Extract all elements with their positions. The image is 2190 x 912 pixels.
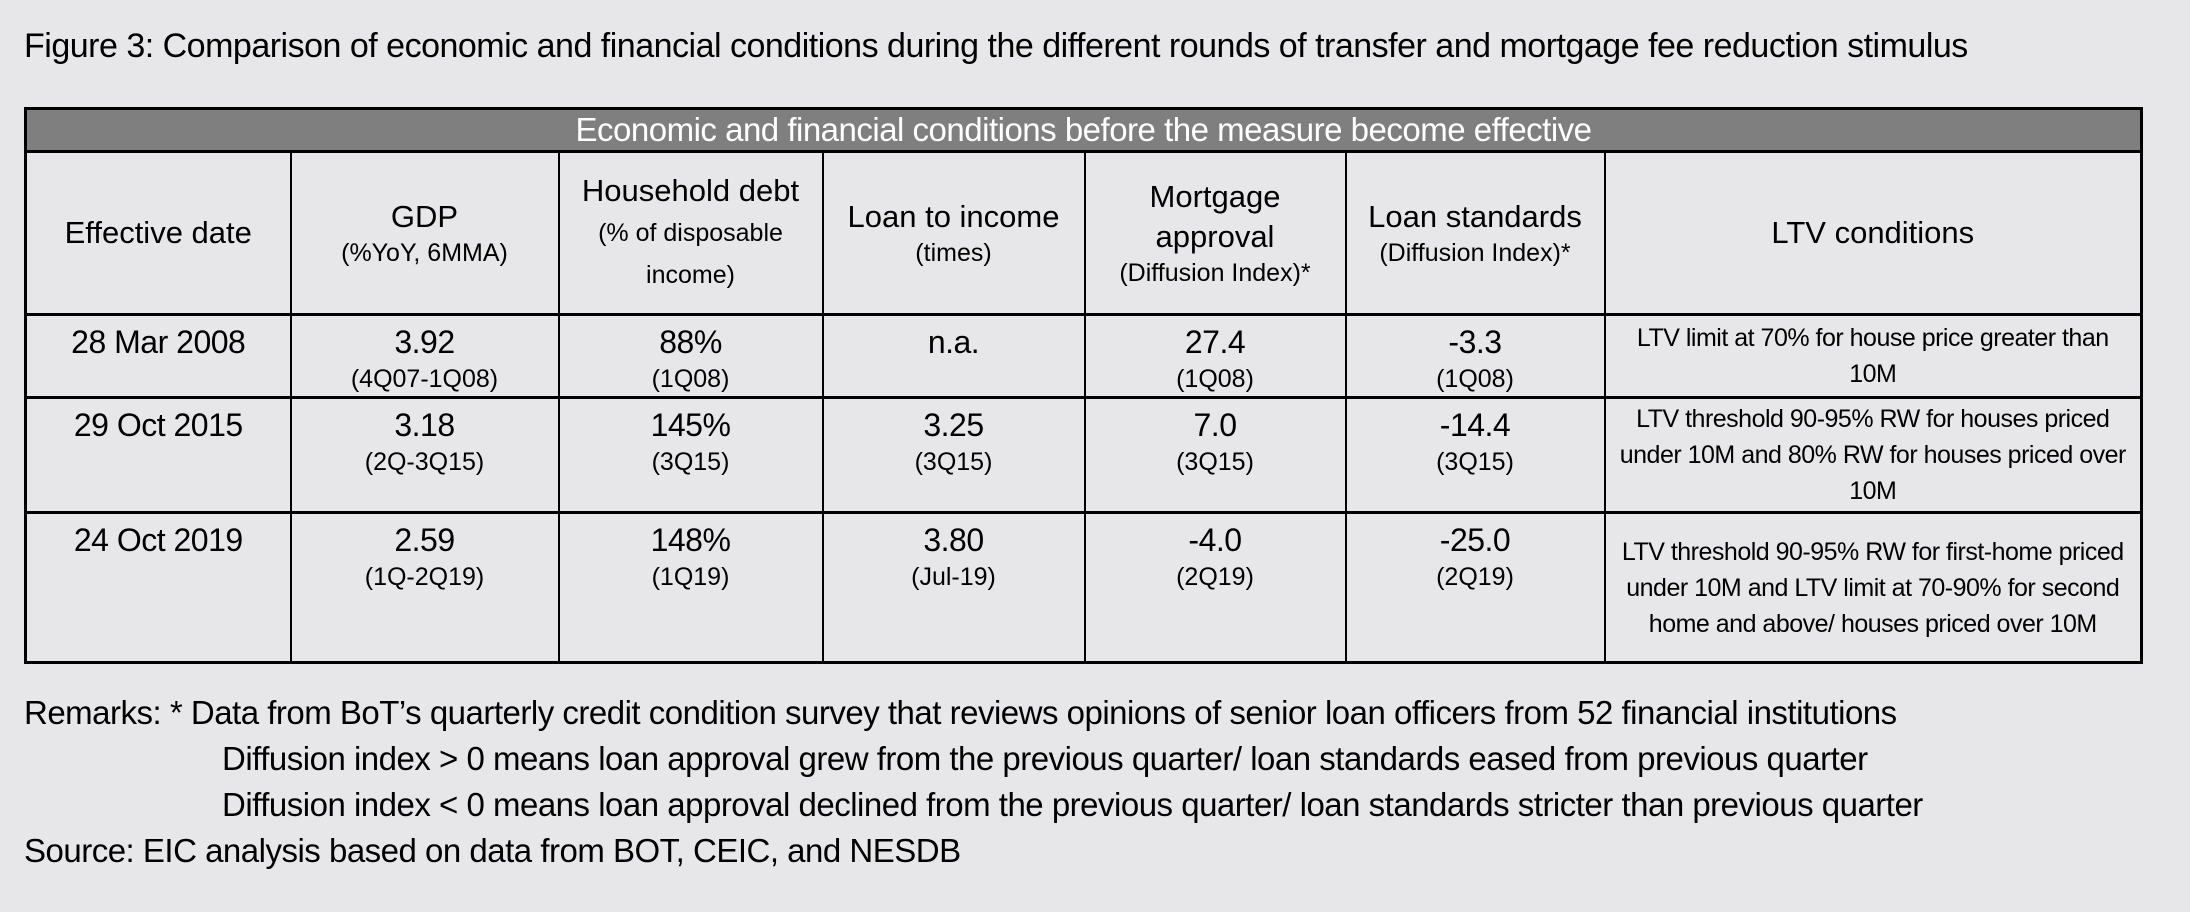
loan-standards-period: (1Q08) [1436, 365, 1514, 393]
cell-ltv-conditions: LTV threshold 90-95% RW for first-home p… [1603, 511, 2143, 664]
gdp-period: (1Q-2Q19) [364, 563, 485, 591]
column-header-label: LTV conditions [1771, 215, 1975, 250]
cell-loan-to-income: n.a. [821, 313, 1086, 399]
mortgage-approval-value: 27.4 [1184, 324, 1246, 360]
loan-standards-value: -14.4 [1439, 407, 1511, 443]
household-debt-period: (1Q19) [651, 563, 730, 591]
cell-gdp: 3.18 (2Q-3Q15) [289, 396, 560, 514]
loan-to-income-period: (Jul-19) [911, 563, 996, 591]
column-header-sublabel: (%YoY, 6MMA) [341, 238, 508, 267]
gdp-value: 3.18 [394, 407, 455, 443]
cell-mortgage-approval: 27.4 (1Q08) [1083, 313, 1347, 399]
cell-effective-date: 28 Mar 2008 [24, 313, 292, 399]
table-row-2019: 24 Oct 2019 2.59 (1Q-2Q19) 148% (1Q19) 3… [24, 511, 2143, 664]
column-header-label: Mortgage approval [1149, 178, 1281, 254]
cell-loan-standards: -3.3 (1Q08) [1344, 313, 1606, 399]
household-debt-period: (3Q15) [651, 448, 730, 476]
cell-loan-to-income: 3.80 (Jul-19) [821, 511, 1086, 664]
cell-loan-standards: -25.0 (2Q19) [1344, 511, 1606, 664]
column-header-sublabel: (Diffusion Index)* [1119, 258, 1311, 287]
mortgage-approval-value: -4.0 [1188, 522, 1242, 558]
table-header-row: Effective date GDP (%YoY, 6MMA) Househol… [24, 150, 2143, 316]
table-row-2008: 28 Mar 2008 3.92 (4Q07-1Q08) 88% (1Q08) … [24, 313, 2143, 399]
cell-household-debt: 148% (1Q19) [557, 511, 824, 664]
loan-to-income-value: 3.25 [923, 407, 984, 443]
household-debt-value: 148% [650, 522, 731, 558]
household-debt-period: (1Q08) [651, 365, 730, 393]
column-header-label: Loan to income [847, 198, 1060, 234]
column-header-ltv-conditions: LTV conditions [1603, 150, 2143, 316]
remarks-line-2: Diffusion index > 0 means loan approval … [222, 740, 1868, 777]
gdp-value: 2.59 [394, 522, 455, 558]
ltv-conditions-text: LTV threshold 90-95% RW for houses price… [1619, 405, 2127, 505]
gdp-period: (4Q07-1Q08) [350, 365, 499, 393]
column-header-gdp: GDP (%YoY, 6MMA) [289, 150, 560, 316]
effective-date: 29 Oct 2015 [73, 407, 243, 443]
column-header-sublabel: (% of disposable income) [598, 219, 783, 289]
column-header-label: Loan standards [1368, 198, 1582, 234]
cell-ltv-conditions: LTV limit at 70% for house price greater… [1603, 313, 2143, 399]
column-header-effective-date: Effective date [24, 150, 292, 316]
column-header-label: Household debt [581, 173, 800, 208]
remarks-line-3: Diffusion index < 0 means loan approval … [222, 786, 1923, 823]
cell-loan-to-income: 3.25 (3Q15) [821, 396, 1086, 514]
ltv-conditions-text: LTV threshold 90-95% RW for first-home p… [1621, 537, 2124, 638]
cell-gdp: 2.59 (1Q-2Q19) [289, 511, 560, 664]
column-header-loan-to-income: Loan to income (times) [821, 150, 1086, 316]
cell-mortgage-approval: -4.0 (2Q19) [1083, 511, 1347, 664]
mortgage-approval-period: (1Q08) [1176, 365, 1254, 393]
ltv-conditions-text: LTV limit at 70% for house price greater… [1636, 324, 2109, 388]
effective-date: 28 Mar 2008 [71, 324, 246, 360]
household-debt-value: 145% [650, 407, 731, 443]
cell-ltv-conditions: LTV threshold 90-95% RW for houses price… [1603, 396, 2143, 514]
table-row-2015: 29 Oct 2015 3.18 (2Q-3Q15) 145% (3Q15) 3… [24, 396, 2143, 514]
remarks-block: Remarks: * Data from BoT’s quarterly cre… [24, 690, 2164, 874]
column-header-label: Effective date [64, 215, 252, 250]
table-band-row: Economic and financial conditions before… [24, 107, 2143, 153]
source-line: Source: EIC analysis based on data from … [24, 832, 961, 869]
table-band-title: Economic and financial conditions before… [24, 107, 2143, 153]
cell-household-debt: 88% (1Q08) [557, 313, 824, 399]
loan-to-income-value: 3.80 [923, 522, 984, 558]
column-header-household-debt: Household debt (% of disposable income) [557, 150, 824, 316]
loan-to-income-value: n.a. [927, 324, 980, 360]
column-header-label: GDP [390, 198, 459, 234]
loan-standards-value: -3.3 [1448, 324, 1502, 360]
effective-date: 24 Oct 2019 [73, 522, 243, 558]
figure-title: Figure 3: Comparison of economic and fin… [24, 27, 1968, 65]
cell-effective-date: 29 Oct 2015 [24, 396, 292, 514]
mortgage-approval-period: (2Q19) [1176, 563, 1254, 591]
cell-mortgage-approval: 7.0 (3Q15) [1083, 396, 1347, 514]
cell-gdp: 3.92 (4Q07-1Q08) [289, 313, 560, 399]
conditions-table: Economic and financial conditions before… [24, 107, 2144, 664]
household-debt-value: 88% [659, 324, 722, 360]
column-header-loan-standards: Loan standards (Diffusion Index)* [1344, 150, 1606, 316]
loan-standards-value: -25.0 [1439, 522, 1511, 558]
column-header-mortgage-approval: Mortgage approval (Diffusion Index)* [1083, 150, 1347, 316]
gdp-period: (2Q-3Q15) [364, 448, 485, 476]
cell-loan-standards: -14.4 (3Q15) [1344, 396, 1606, 514]
loan-to-income-period: (3Q15) [914, 448, 993, 476]
gdp-value: 3.92 [394, 324, 455, 360]
mortgage-approval-period: (3Q15) [1176, 448, 1254, 476]
mortgage-approval-value: 7.0 [1193, 407, 1237, 443]
column-header-sublabel: (Diffusion Index)* [1379, 238, 1571, 267]
remarks-line-1: Remarks: * Data from BoT’s quarterly cre… [24, 694, 1897, 731]
cell-household-debt: 145% (3Q15) [557, 396, 824, 514]
loan-standards-period: (3Q15) [1436, 448, 1514, 476]
column-header-sublabel: (times) [915, 238, 992, 267]
loan-standards-period: (2Q19) [1436, 563, 1514, 591]
cell-effective-date: 24 Oct 2019 [24, 511, 292, 664]
